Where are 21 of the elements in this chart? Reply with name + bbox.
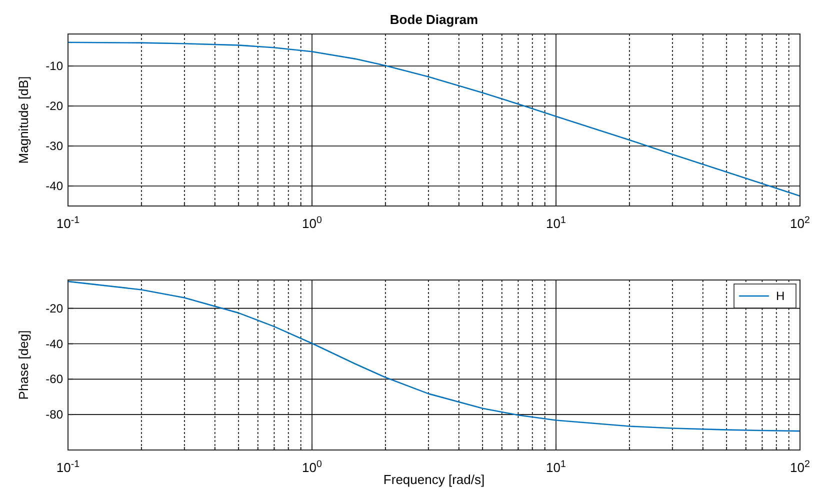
- y-axis-title: Phase [deg]: [16, 330, 31, 400]
- x-tick-label: 10$^{-1}$: [56, 458, 80, 475]
- x-tick-label: 10$^{2}$: [790, 458, 810, 475]
- x-tick-label: 10$^{0}$: [302, 458, 323, 475]
- y-tick-label: -40: [46, 336, 64, 351]
- y-tick-label: -60: [46, 372, 64, 386]
- y-tick-label: -10: [46, 59, 64, 73]
- legend-label: H: [776, 289, 785, 303]
- chart-title: Bode Diagram: [390, 12, 478, 27]
- x-tick-label: 10$^{1}$: [546, 214, 566, 231]
- x-tick-label: 10$^{2}$: [790, 214, 810, 231]
- y-tick-label: -20: [46, 99, 64, 113]
- y-axis-title: Magnitude [dB]: [16, 76, 31, 164]
- y-tick-label: -30: [46, 139, 64, 153]
- x-tick-label: 10$^{1}$: [546, 458, 566, 475]
- y-tick-label: -20: [46, 301, 64, 316]
- x-tick-label: 10$^{0}$: [302, 214, 323, 231]
- y-tick-label: -80: [46, 408, 64, 422]
- x-tick-label: 10$^{-1}$: [56, 214, 80, 231]
- y-tick-label: -40: [46, 179, 64, 193]
- x-axis-title: Frequency [rad/s]: [383, 472, 485, 487]
